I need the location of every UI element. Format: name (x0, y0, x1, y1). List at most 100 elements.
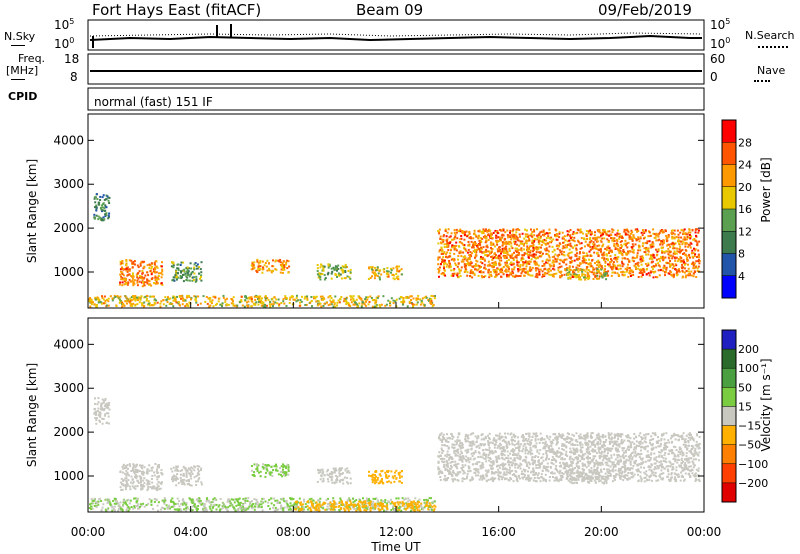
data-cell (346, 476, 349, 479)
data-cell (408, 499, 411, 502)
data-cell (692, 267, 695, 270)
data-cell (678, 248, 681, 251)
data-cell (535, 257, 538, 260)
data-cell (614, 258, 617, 261)
data-cell (623, 257, 626, 260)
data-cell (626, 268, 629, 271)
data-cell (177, 301, 180, 304)
data-cell (340, 508, 343, 510)
data-cell (361, 302, 364, 305)
data-cell (102, 503, 105, 506)
data-cell (227, 303, 230, 306)
data-cell (148, 482, 151, 485)
data-cell (417, 506, 420, 509)
data-cell (537, 241, 540, 243)
data-cell (596, 268, 599, 271)
data-cell (254, 303, 256, 306)
data-cell (466, 274, 469, 277)
data-cell (270, 271, 273, 274)
data-cell (518, 253, 521, 256)
data-cell (523, 248, 525, 251)
data-cell (375, 304, 378, 307)
data-cell (437, 268, 440, 270)
data-cell (262, 497, 265, 500)
data-cell (504, 237, 507, 240)
data-cell (131, 485, 134, 488)
data-cell (126, 473, 129, 476)
data-cell (366, 508, 369, 511)
data-cell (369, 276, 372, 279)
data-cell (253, 475, 256, 478)
data-cell (491, 258, 494, 261)
data-cell (298, 497, 301, 500)
data-cell (262, 463, 265, 466)
data-cell (676, 250, 679, 253)
data-cell (283, 471, 286, 474)
data-cell (408, 300, 411, 303)
data-cell (377, 295, 380, 298)
data-cell (321, 295, 324, 298)
data-cell (340, 296, 343, 298)
data-cell (417, 501, 420, 504)
data-cell (316, 273, 319, 276)
data-cell (140, 276, 143, 279)
data-cell (644, 251, 647, 254)
data-cell (517, 254, 520, 256)
data-cell (618, 252, 621, 255)
data-cell (606, 257, 609, 260)
data-cell (311, 305, 313, 308)
data-cell (108, 498, 111, 501)
data-cell (596, 274, 599, 277)
data-cell (514, 247, 517, 250)
data-cell (580, 278, 582, 281)
data-cell (693, 267, 696, 270)
data-cell (174, 502, 177, 505)
data-cell (251, 474, 254, 476)
data-cell (350, 295, 352, 298)
data-cell (492, 243, 495, 246)
data-cell (393, 508, 396, 511)
data-cell (686, 260, 689, 262)
data-cell (278, 304, 280, 307)
data-cell (205, 507, 208, 510)
data-cell (558, 242, 561, 245)
data-cell (658, 231, 661, 234)
data-cell (179, 476, 182, 479)
data-cell (563, 273, 566, 276)
data-cell (327, 497, 329, 500)
data-cell (170, 303, 172, 305)
data-cell (432, 500, 435, 503)
data-cell (655, 259, 658, 262)
data-cell (113, 502, 116, 505)
data-cell (281, 263, 284, 265)
data-cell (665, 234, 668, 237)
data-cell (154, 275, 157, 278)
data-cell (519, 235, 521, 238)
data-cell (622, 249, 625, 251)
data-cell (318, 500, 321, 503)
data-cell (95, 506, 98, 509)
data-cell (105, 498, 108, 501)
data-cell (556, 235, 559, 238)
data-cell (594, 237, 596, 239)
data-cell (297, 501, 300, 504)
data-cell (132, 481, 135, 484)
data-cell (270, 502, 273, 505)
data-cell (336, 475, 339, 478)
data-cell (563, 237, 565, 240)
data-cell (641, 274, 644, 276)
data-cell (449, 240, 452, 243)
data-cell (638, 246, 641, 249)
data-cell (171, 470, 174, 473)
data-cell (606, 254, 609, 257)
data-cell (348, 503, 351, 506)
data-cell (154, 268, 157, 271)
data-cell (494, 269, 497, 272)
data-cell (240, 506, 243, 508)
data-cell (263, 264, 266, 267)
data-cell (319, 469, 322, 472)
data-cell (301, 295, 303, 298)
data-cell (154, 282, 157, 285)
data-cell (322, 266, 325, 269)
data-cell (587, 263, 590, 266)
